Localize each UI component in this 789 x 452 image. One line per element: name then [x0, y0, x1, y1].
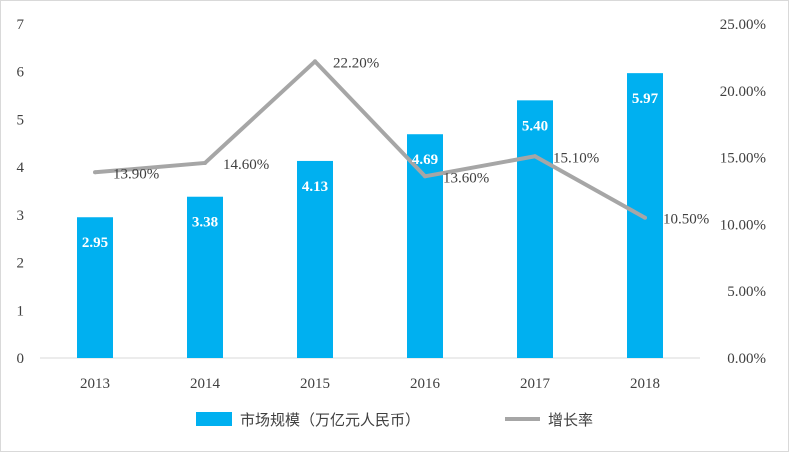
x-tick-label: 2016: [410, 376, 441, 392]
x-tick-label: 2014: [190, 376, 221, 392]
line-data-label: 13.60%: [443, 170, 489, 186]
line-point: [203, 160, 207, 165]
line-point: [313, 59, 317, 64]
line-point: [423, 174, 427, 179]
y-right-tick-label: 5.00%: [727, 284, 766, 300]
line-data-label: 13.90%: [113, 166, 159, 182]
line-point: [643, 215, 647, 220]
line-data-label: 15.10%: [553, 150, 599, 166]
bar-data-label: 4.69: [412, 152, 438, 168]
legend-label-bar: 市场规模（万亿元人民币）: [240, 411, 420, 429]
bar-data-label: 2.95: [82, 235, 108, 251]
line-data-label: 22.20%: [333, 55, 379, 71]
bar: [187, 196, 223, 358]
y-left-tick-label: 2: [17, 256, 25, 272]
y-right-tick-label: 10.00%: [720, 217, 766, 233]
line-data-label: 14.60%: [223, 157, 269, 173]
y-right-tick-label: 15.00%: [720, 151, 766, 167]
y-left-tick-label: 7: [17, 17, 25, 33]
line-data-label: 10.50%: [663, 212, 709, 228]
bar: [77, 217, 113, 358]
y-left-tick-label: 6: [17, 65, 25, 81]
x-tick-label: 2013: [80, 376, 110, 392]
y-left-tick-label: 3: [17, 208, 25, 224]
y-right-tick-label: 0.00%: [727, 351, 766, 367]
line-point: [93, 170, 97, 175]
bar: [407, 134, 443, 358]
y-left-tick-label: 5: [17, 112, 25, 128]
bar-data-label: 5.40: [522, 118, 548, 134]
bar: [297, 160, 333, 358]
bar-data-label: 5.97: [632, 91, 659, 107]
bar-data-label: 4.13: [302, 179, 328, 195]
line-point: [533, 154, 537, 159]
legend-label-line: 增长率: [548, 411, 593, 429]
bar: [517, 100, 553, 358]
x-tick-label: 2015: [300, 376, 330, 392]
y-left-tick-label: 1: [17, 303, 25, 319]
bar-data-label: 3.38: [192, 215, 218, 231]
y-right-tick-label: 25.00%: [720, 17, 766, 33]
x-tick-label: 2017: [520, 376, 551, 392]
y-left-tick-label: 0: [17, 351, 25, 367]
legend-swatch-bar: [196, 412, 232, 426]
x-tick-label: 2018: [630, 376, 660, 392]
growth-rate-line: [94, 59, 646, 220]
y-left-tick-label: 4: [17, 160, 25, 176]
y-right-tick-label: 20.00%: [720, 84, 766, 100]
